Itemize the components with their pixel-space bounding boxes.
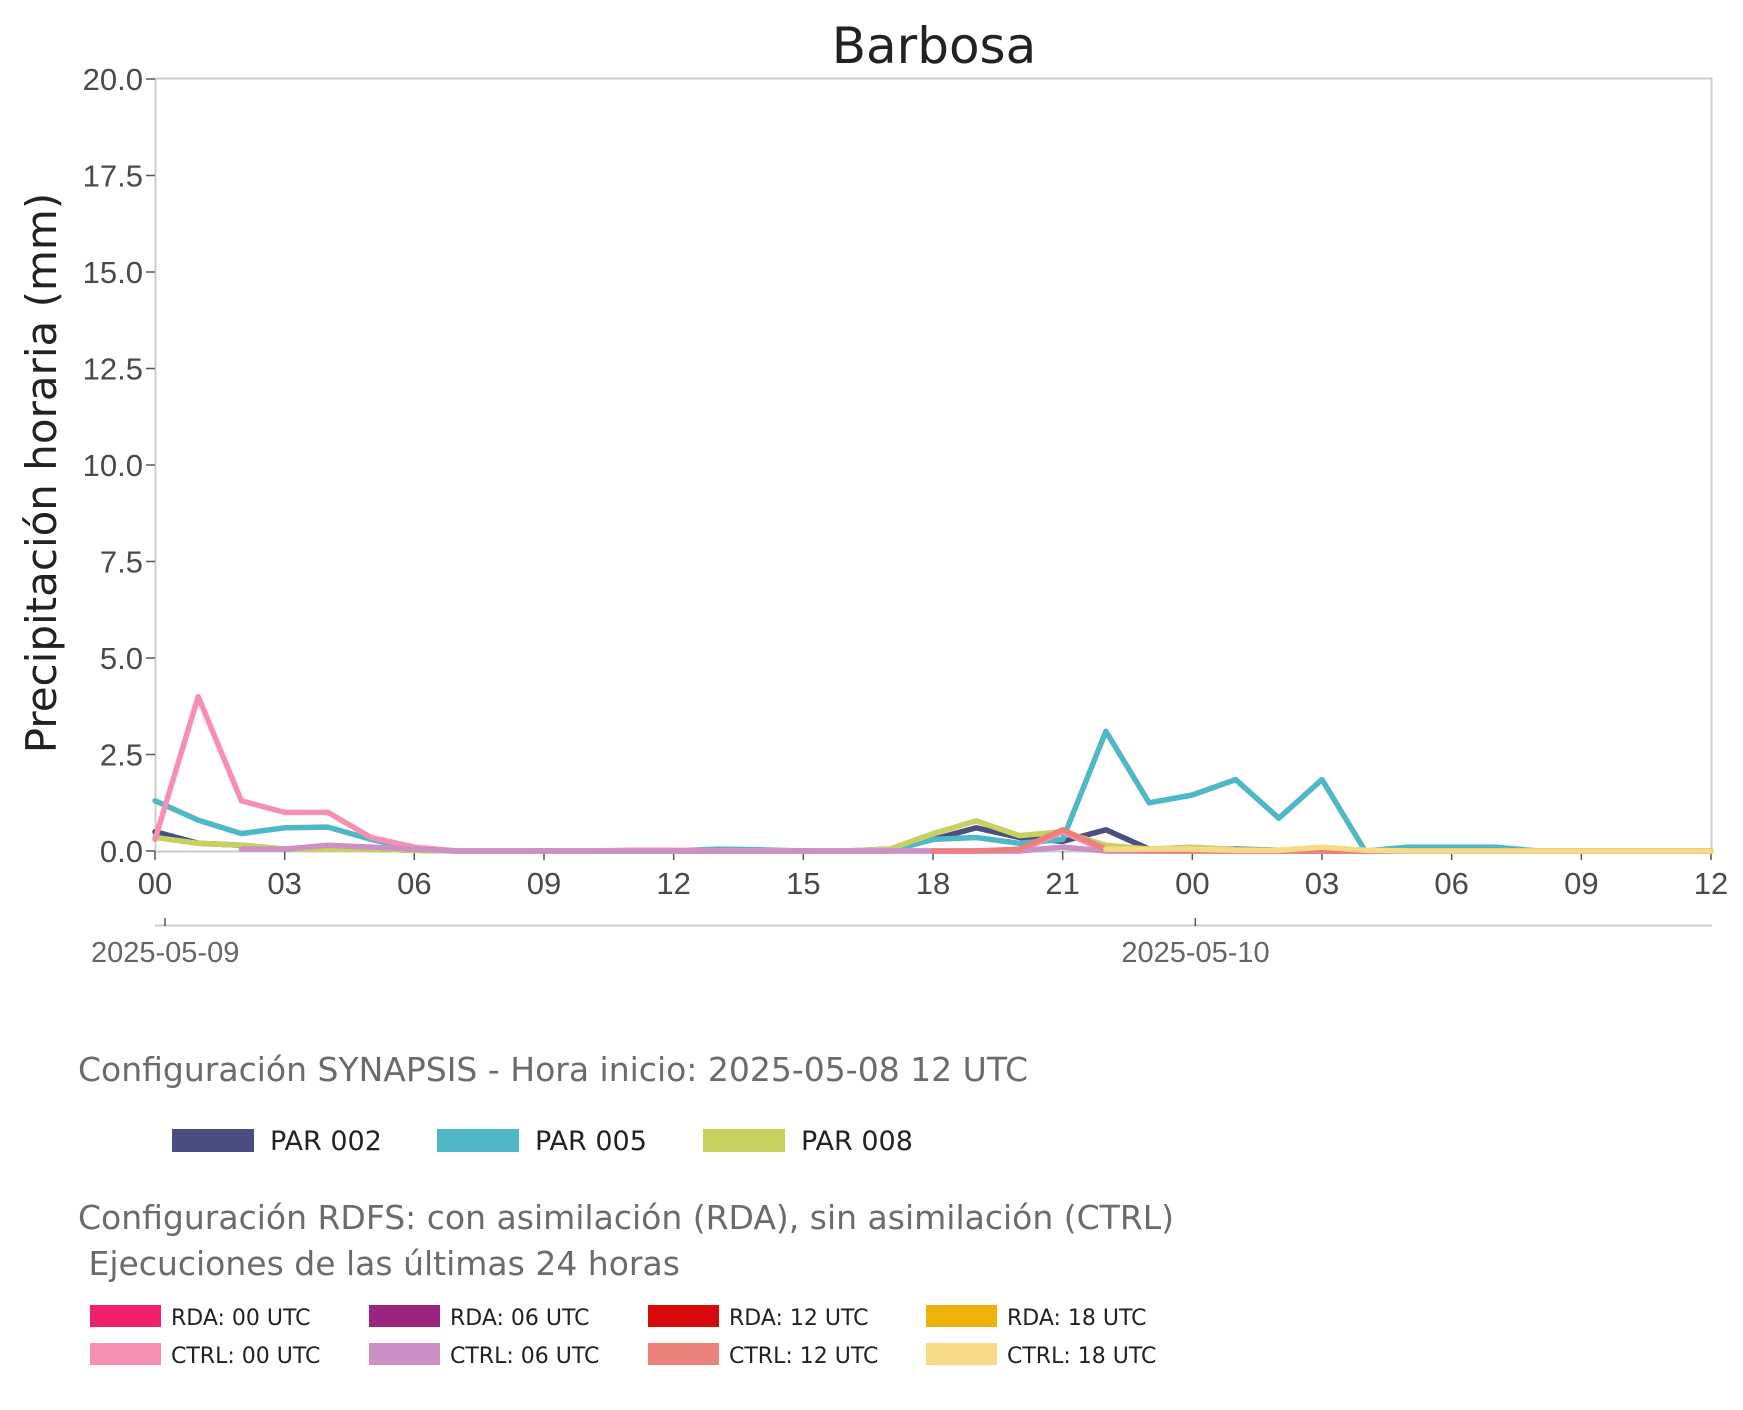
legend-swatch	[703, 1129, 785, 1152]
rdfs-legend-heading-line1: Configuración RDFS: con asimilación (RDA…	[78, 1198, 1174, 1237]
x-tick-label: 06	[1434, 866, 1468, 901]
legend-label: CTRL: 00 UTC	[171, 1344, 320, 1369]
chart-title: Barbosa	[832, 17, 1037, 75]
legend-swatch	[369, 1343, 440, 1365]
x-tick-label: 09	[1564, 866, 1598, 901]
x-tick-label: 21	[1045, 866, 1079, 901]
y-tick-label: 7.5	[100, 545, 143, 580]
plot-frame	[154, 77, 1713, 853]
x-tick-label: 09	[527, 866, 561, 901]
y-tick-label: 5.0	[100, 641, 143, 676]
legend-label: PAR 005	[535, 1126, 647, 1157]
y-axis-label: Precipitación horaria (mm)	[17, 193, 66, 753]
y-tick-label: 20.0	[83, 62, 143, 97]
legend-swatch	[648, 1305, 719, 1327]
legend-swatch	[369, 1305, 440, 1327]
legend-swatch	[90, 1343, 161, 1365]
legend-label: RDA: 06 UTC	[450, 1306, 590, 1331]
y-tick-label: 0.0	[100, 834, 143, 869]
y-tick-label: 10.0	[83, 448, 143, 483]
date-axis-ticks: 2025-05-09 2025-05-10	[91, 918, 1270, 969]
legend-label: PAR 002	[270, 1126, 382, 1157]
legend-swatch	[437, 1129, 519, 1152]
legend-label: CTRL: 06 UTC	[450, 1344, 599, 1369]
x-tick-label: 03	[1305, 866, 1339, 901]
legend-swatch	[90, 1305, 161, 1327]
x-tick-label: 12	[1694, 866, 1728, 901]
x-tick-label: 12	[656, 866, 690, 901]
x-tick-label: 03	[267, 866, 301, 901]
y-tick-label: 17.5	[83, 159, 143, 194]
legend-label: CTRL: 12 UTC	[729, 1344, 878, 1369]
legend-label: RDA: 18 UTC	[1007, 1306, 1147, 1331]
y-tick-label: 15.0	[83, 255, 143, 290]
y-axis-ticks: 0.0 2.5 5.0 7.5 10.0 12.5 15.0 17.5 20.0	[83, 62, 155, 869]
legend-label: CTRL: 18 UTC	[1007, 1344, 1156, 1369]
x-tick-label: 15	[786, 866, 820, 901]
x-tick-label: 06	[397, 866, 431, 901]
legend-label: PAR 008	[801, 1126, 913, 1157]
x-tick-label: 00	[138, 866, 172, 901]
legend-swatch	[648, 1343, 719, 1365]
data-series	[152, 693, 1714, 854]
y-tick-label: 12.5	[83, 352, 143, 387]
x-axis-ticks: 00 03 06 09 12 15 18 21 00 03 06 09 12	[138, 851, 1728, 901]
x-tick-label: 00	[1175, 866, 1209, 901]
legend-swatch	[926, 1305, 997, 1327]
synapsis-legend-heading: Configuración SYNAPSIS - Hora inicio: 20…	[78, 1050, 1028, 1089]
series-line-ctrl-18-utc	[1103, 844, 1714, 854]
legend-label: RDA: 12 UTC	[729, 1306, 869, 1331]
date-label: 2025-05-10	[1121, 937, 1269, 969]
date-label: 2025-05-09	[91, 937, 239, 969]
series-line-ctrl-00-utc	[152, 693, 1714, 854]
legend-swatch	[926, 1343, 997, 1365]
synapsis-legend: PAR 002 PAR 005 PAR 008	[172, 1126, 913, 1157]
rdfs-legend: RDA: 00 UTC RDA: 06 UTC RDA: 12 UTC RDA: 18…	[90, 1305, 1156, 1369]
legend-swatch	[172, 1129, 254, 1152]
x-tick-label: 18	[916, 866, 950, 901]
legend-label: RDA: 00 UTC	[171, 1306, 311, 1331]
y-tick-label: 2.5	[100, 738, 143, 773]
rdfs-legend-heading-line2: Ejecuciones de las últimas 24 horas	[78, 1244, 680, 1283]
